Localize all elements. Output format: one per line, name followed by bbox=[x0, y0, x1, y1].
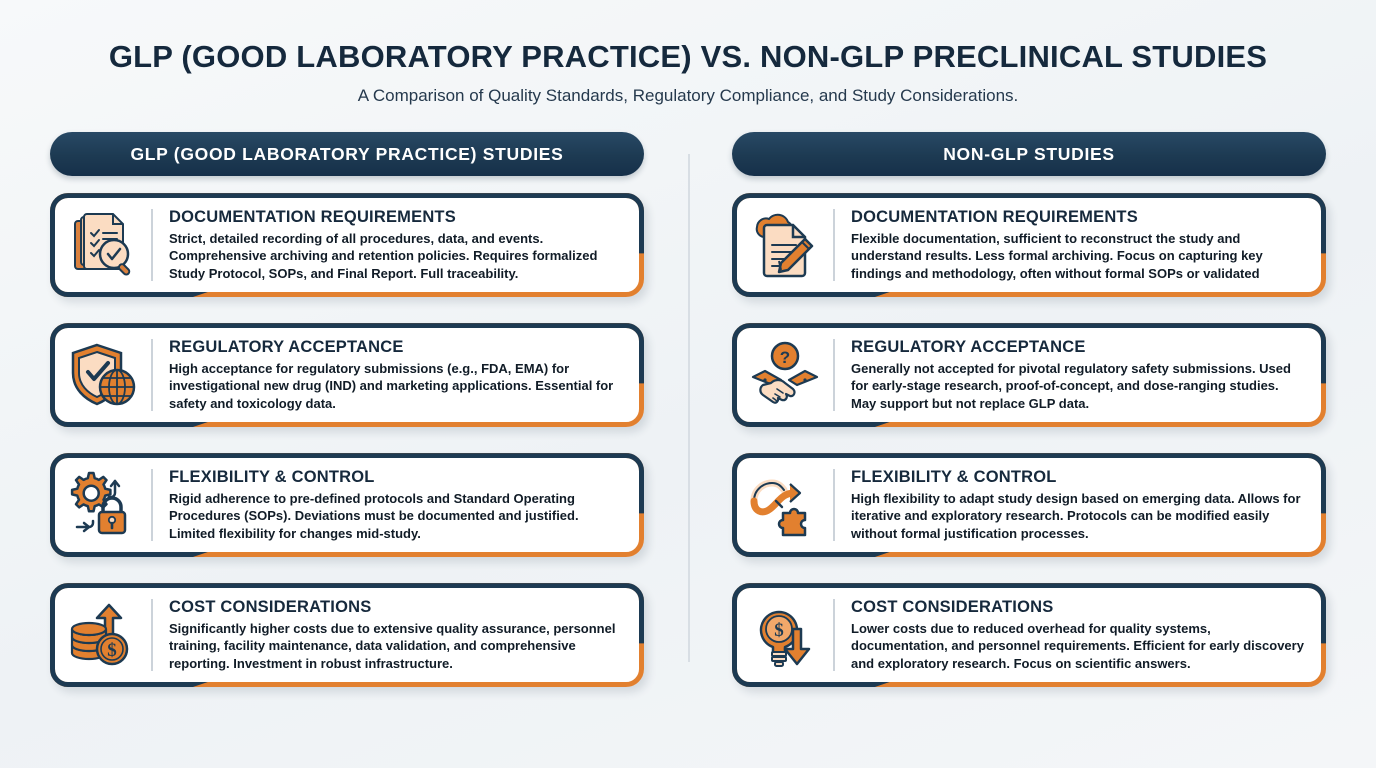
shield-check-globe-icon bbox=[55, 331, 151, 419]
card-divider bbox=[151, 209, 153, 282]
svg-text:$: $ bbox=[107, 640, 117, 661]
documents-checklist-magnifier-icon bbox=[55, 201, 151, 289]
card-title: Regulatory Acceptance bbox=[851, 338, 1086, 357]
card-body: High flexibility to adapt study design b… bbox=[851, 491, 1301, 541]
card-glp-documentation[interactable]: Documentation Requirements Strict, detai… bbox=[50, 193, 644, 298]
card-divider bbox=[151, 469, 153, 542]
card-glp-regulatory-acceptance[interactable]: Regulatory Acceptance High acceptance fo… bbox=[50, 323, 644, 428]
svg-text:?: ? bbox=[780, 348, 790, 367]
column-glp: GLP (Good Laboratory Practice) Studies bbox=[50, 132, 644, 713]
card-body: Strict, detailed recording of all proced… bbox=[169, 231, 598, 281]
lightbulb-dollar-down-arrow-icon: $ bbox=[737, 591, 833, 679]
card-body: Lower costs due to reduced overhead for … bbox=[851, 621, 1304, 671]
handshake-question-icon: ? bbox=[737, 331, 833, 419]
card-divider bbox=[833, 209, 835, 282]
card-title: Documentation Requirements bbox=[169, 208, 456, 227]
card-body: Generally not accepted for pivotal regul… bbox=[851, 361, 1291, 411]
card-nonglp-flexibility-control[interactable]: Flexibility & Control High flexibility t… bbox=[732, 453, 1326, 558]
gear-lock-arrows-icon bbox=[55, 461, 151, 549]
card-nonglp-cost-considerations[interactable]: $ Cost Considerations Lower costs due to… bbox=[732, 583, 1326, 688]
column-separator bbox=[688, 154, 690, 663]
card-divider bbox=[833, 469, 835, 542]
svg-text:$: $ bbox=[774, 620, 784, 641]
comparison-columns: GLP (Good Laboratory Practice) Studies bbox=[0, 132, 1376, 713]
coins-up-arrow-dollar-icon: $ bbox=[55, 591, 151, 679]
card-body: Rigid adherence to pre-defined protocols… bbox=[169, 491, 579, 541]
column-header-non-glp: Non-GLP Studies bbox=[732, 132, 1326, 177]
card-title: Regulatory Acceptance bbox=[169, 338, 404, 357]
column-header-glp: GLP (Good Laboratory Practice) Studies bbox=[50, 132, 644, 177]
card-body: Significantly higher costs due to extens… bbox=[169, 621, 616, 671]
page-subtitle: A Comparison of Quality Standards, Regul… bbox=[357, 86, 1019, 106]
card-title: Flexibility & Control bbox=[169, 468, 375, 487]
card-title: Flexibility & Control bbox=[851, 468, 1057, 487]
card-glp-cost-considerations[interactable]: $ Cost Considerations Significantly high… bbox=[50, 583, 644, 688]
card-body: High acceptance for regulatory submissio… bbox=[169, 361, 614, 411]
page-title: GLP (Good Laboratory Practice) vs. Non-G… bbox=[108, 39, 1268, 74]
card-body: Flexible documentation, sufficient to re… bbox=[851, 231, 1263, 281]
card-title: Cost Considerations bbox=[851, 598, 1054, 617]
card-divider bbox=[833, 599, 835, 672]
card-nonglp-regulatory-acceptance[interactable]: ? Regulatory Acceptance Generally no bbox=[732, 323, 1326, 428]
column-non-glp: Non-GLP Studies bbox=[732, 132, 1326, 713]
document-pencil-icon bbox=[737, 201, 833, 289]
card-title: Documentation Requirements bbox=[851, 208, 1138, 227]
diverging-arrows-puzzle-icon bbox=[737, 461, 833, 549]
card-glp-flexibility-control[interactable]: Flexibility & Control Rigid adherence to… bbox=[50, 453, 644, 558]
card-nonglp-documentation[interactable]: Documentation Requirements Flexible docu… bbox=[732, 193, 1326, 298]
card-divider bbox=[151, 599, 153, 672]
card-divider bbox=[833, 339, 835, 412]
card-title: Cost Considerations bbox=[169, 598, 372, 617]
page-header: GLP (Good Laboratory Practice) vs. Non-G… bbox=[0, 0, 1376, 106]
card-divider bbox=[151, 339, 153, 412]
